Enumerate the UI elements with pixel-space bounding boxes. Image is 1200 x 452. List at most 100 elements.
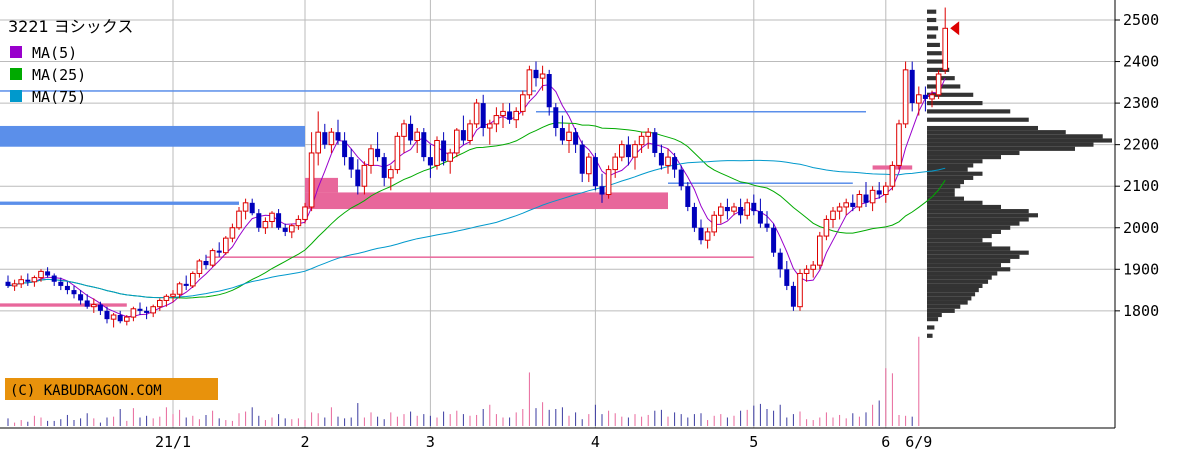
candle-body-up	[605, 169, 612, 196]
legend: 3221 ヨシックス MA(5) MA(25) MA(75)	[8, 17, 133, 106]
candle-body-up	[414, 131, 420, 141]
profile-bar	[927, 242, 992, 247]
candle-body-up	[308, 152, 315, 208]
candle-body-down	[652, 132, 658, 153]
candle-body-down	[553, 107, 559, 129]
legend-swatch	[10, 90, 22, 102]
candle-body-up	[434, 139, 440, 166]
profile-bar	[927, 209, 1029, 214]
legend-label: MA(5)	[32, 44, 77, 62]
blue-zone	[0, 201, 239, 205]
candle-body-up	[935, 73, 942, 96]
profile-bar	[927, 200, 983, 205]
profile-bar	[927, 171, 983, 176]
profile-bar	[927, 134, 1103, 139]
candle-body-down	[876, 190, 882, 195]
candle-body-up	[38, 270, 44, 279]
profile-bar	[927, 84, 961, 89]
profile-bar	[927, 192, 955, 197]
candle-body-up	[539, 73, 546, 79]
profile-bar	[927, 267, 1011, 272]
profile-bar	[927, 163, 974, 168]
candle-body-up	[124, 316, 130, 322]
credit-background	[5, 378, 218, 400]
candle-body-down	[777, 252, 783, 270]
candle-body-down	[771, 227, 777, 253]
candle-body-down	[625, 144, 631, 158]
candle-body-down	[381, 157, 387, 178]
candle-body-down	[58, 281, 64, 286]
profile-bar	[927, 92, 974, 97]
candle-body-up	[388, 169, 394, 179]
candle-body-down	[460, 130, 466, 141]
x-tick-label: 6/9	[905, 433, 932, 451]
profile-bar	[927, 51, 942, 56]
candle-body-down	[546, 74, 552, 108]
candle-body-up	[836, 206, 843, 212]
candle-body-down	[249, 202, 255, 214]
candle-body-up	[289, 225, 295, 233]
profile-bar	[927, 26, 939, 31]
candle-body-up	[447, 152, 453, 162]
candle-body-up	[942, 27, 949, 71]
candle-body-up	[566, 131, 572, 141]
blue-zone	[536, 110, 866, 113]
profile-bar	[927, 283, 983, 288]
candle-body-up	[170, 293, 176, 297]
candle-body-up	[328, 131, 335, 146]
profile-bar	[927, 167, 968, 172]
profile-bar	[927, 304, 961, 309]
candle-body-up	[11, 283, 18, 287]
candle-body-down	[71, 290, 77, 295]
y-tick-label: 2100	[1123, 177, 1159, 195]
price-volume-profile	[927, 9, 1112, 338]
candle-body-down	[691, 206, 697, 228]
y-tick-label: 1800	[1123, 302, 1159, 320]
candle-body-up	[91, 304, 97, 308]
candle-body-down	[117, 315, 123, 322]
x-tick-label: 4	[591, 433, 600, 451]
legend-label: MA(75)	[32, 88, 86, 106]
profile-bar	[927, 175, 974, 180]
candle-body-down	[282, 227, 288, 232]
candle-body-up	[638, 135, 645, 146]
candle-body-down	[672, 157, 678, 170]
candle-body-down	[658, 152, 664, 166]
legend-label: MA(25)	[32, 66, 86, 84]
candle-body-down	[408, 123, 414, 141]
candle-body-down	[322, 132, 328, 145]
profile-bar	[927, 204, 1001, 210]
candle-body-up	[632, 144, 638, 158]
blue-zone	[0, 90, 536, 92]
candle-body-up	[889, 164, 896, 187]
profile-bar	[927, 146, 1075, 151]
x-tick-label: 21/1	[155, 433, 191, 451]
profile-bar	[927, 155, 1001, 160]
profile-bar	[927, 188, 955, 193]
candle-body-up	[454, 129, 460, 154]
profile-bar	[927, 101, 983, 106]
candle-body-down	[784, 269, 790, 286]
candle-body-down	[216, 250, 222, 253]
candle-body-up	[295, 218, 302, 227]
ma5-line	[7, 77, 946, 318]
credit-badge: (C) KABUDRAGON.COM	[5, 378, 218, 400]
candle-body-up	[196, 260, 203, 274]
candle-body-down	[335, 132, 341, 141]
pink-zone	[305, 192, 668, 210]
candle-body-down	[922, 94, 928, 99]
profile-bar	[927, 225, 1011, 230]
candle-body-up	[229, 227, 236, 239]
candle-body-up	[619, 144, 625, 158]
profile-bar	[927, 246, 1011, 251]
profile-bar	[927, 117, 1029, 122]
profile-bar	[927, 125, 1038, 131]
candle-body-up	[493, 115, 500, 125]
profile-bar	[927, 184, 961, 189]
candle-body-down	[137, 308, 143, 311]
candle-body-up	[744, 202, 751, 216]
candle-body-down	[78, 294, 84, 301]
candle-body-down	[559, 128, 565, 141]
candle-body-down	[790, 285, 796, 307]
candle-body-down	[678, 169, 684, 187]
